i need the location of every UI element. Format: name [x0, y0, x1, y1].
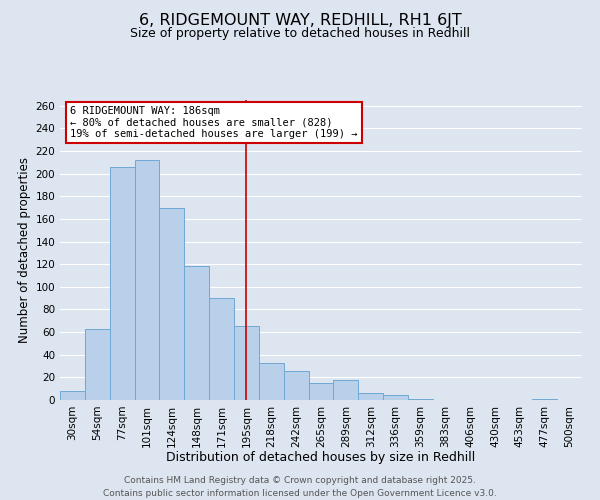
Bar — [408, 399, 433, 400]
Bar — [134, 160, 160, 400]
Bar — [259, 362, 284, 400]
Bar — [160, 208, 184, 400]
Text: Contains HM Land Registry data © Crown copyright and database right 2025.
Contai: Contains HM Land Registry data © Crown c… — [103, 476, 497, 498]
Bar — [358, 393, 383, 400]
Bar — [209, 298, 234, 400]
Bar — [184, 266, 209, 400]
Bar — [85, 328, 110, 400]
Bar — [308, 383, 334, 400]
Bar — [284, 370, 308, 400]
Bar — [60, 391, 85, 400]
Y-axis label: Number of detached properties: Number of detached properties — [18, 157, 31, 343]
X-axis label: Distribution of detached houses by size in Redhill: Distribution of detached houses by size … — [166, 451, 476, 464]
Bar — [234, 326, 259, 400]
Bar — [110, 167, 134, 400]
Bar — [532, 399, 557, 400]
Text: Size of property relative to detached houses in Redhill: Size of property relative to detached ho… — [130, 28, 470, 40]
Bar — [383, 396, 408, 400]
Text: 6, RIDGEMOUNT WAY, REDHILL, RH1 6JT: 6, RIDGEMOUNT WAY, REDHILL, RH1 6JT — [139, 12, 461, 28]
Text: 6 RIDGEMOUNT WAY: 186sqm
← 80% of detached houses are smaller (828)
19% of semi-: 6 RIDGEMOUNT WAY: 186sqm ← 80% of detach… — [70, 106, 358, 139]
Bar — [334, 380, 358, 400]
